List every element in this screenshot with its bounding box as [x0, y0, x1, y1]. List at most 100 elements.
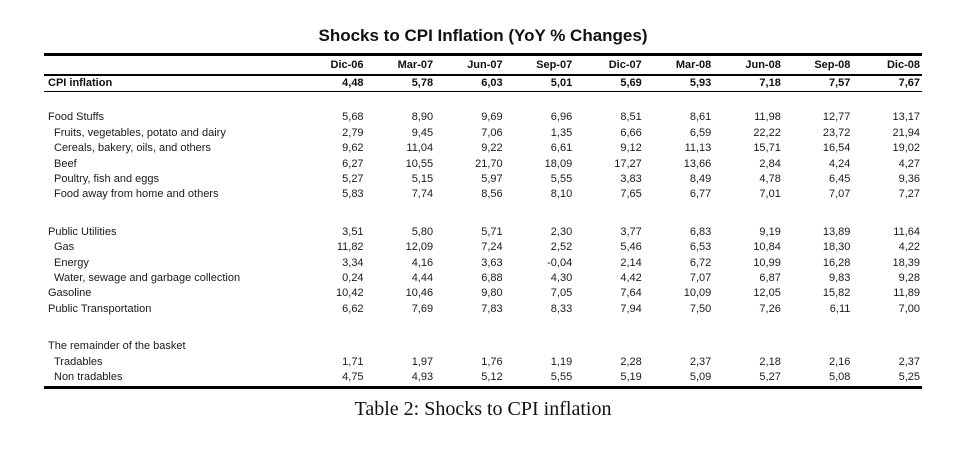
- cell-value: 16,28: [822, 256, 851, 269]
- row-label: Gas: [54, 241, 75, 254]
- cell-value: 10,46: [405, 287, 434, 300]
- corner-cell: [44, 55, 296, 76]
- cell-value: 18,30: [822, 241, 851, 254]
- cell-value: 9,22: [481, 142, 503, 155]
- cell-value: 9,28: [898, 272, 920, 285]
- cell-value: 4,16: [411, 256, 434, 269]
- cell-value: 2,79: [342, 126, 364, 139]
- table-row: Non tradables 4,75 4,93 5,12 5,55 5,19 5,09 5,2…: [44, 370, 922, 387]
- table-title: Shocks to CPI Inflation (YoY % Changes): [318, 26, 648, 45]
- cell-value: 8,33: [550, 302, 573, 315]
- cell-value: 6,27: [342, 157, 364, 170]
- cell-value: 4,48: [342, 77, 364, 89]
- row-label: Poultry, fish and eggs: [54, 173, 159, 186]
- row-label: Gasoline: [48, 287, 92, 300]
- row-label: The remainder of the basket: [48, 340, 186, 353]
- section-spacer: [44, 92, 922, 111]
- cell-value: 6,96: [550, 111, 573, 124]
- cell-value: 5,97: [481, 173, 503, 186]
- row-label: Beef: [54, 157, 77, 170]
- cell-value: 7,06: [481, 126, 503, 139]
- header-row: Dic-06 Mar-07 Jun-07 Sep-07 Dic-07 Mar-08 Jun-…: [44, 55, 922, 76]
- cell-value: 5,15: [411, 173, 434, 186]
- table-row: Energy 3,34 4,16 3,63 -0,04 2,14 6,72 10,99 16,2…: [44, 256, 922, 271]
- cell-value: 4,22: [898, 241, 920, 254]
- cell-value: 8,61: [689, 111, 712, 124]
- cell-value: 9,80: [481, 287, 503, 300]
- row-label: CPI inflation: [48, 77, 113, 89]
- cell-value: 6,62: [342, 302, 364, 315]
- cell-value: 21,94: [892, 126, 920, 139]
- cell-value: 2,16: [828, 355, 851, 368]
- cell-value: 7,57: [828, 77, 851, 89]
- cell-value: 9,12: [620, 142, 642, 155]
- row-label: Tradables: [54, 355, 103, 368]
- cell-value: 4,78: [759, 173, 781, 186]
- cell-value: 7,50: [689, 302, 712, 315]
- table-row: Tradables 1,71 1,97 1,76 1,19 2,28 2,37 2,18 2,1…: [44, 355, 922, 370]
- cell-value: 10,84: [753, 241, 781, 254]
- cell-value: 5,68: [342, 111, 364, 124]
- cell-value: 6,77: [689, 188, 712, 201]
- cell-value: 13,66: [683, 157, 712, 170]
- cell-value: 7,69: [411, 302, 434, 315]
- cell-value: 7,07: [828, 188, 851, 201]
- cell-value: 1,71: [342, 355, 364, 368]
- table-row: The remainder of the basket: [44, 339, 922, 354]
- cell-value: 10,99: [753, 256, 781, 269]
- cell-value: 4,24: [828, 157, 851, 170]
- cell-value: 6,11: [829, 302, 851, 315]
- cell-value: 10,55: [405, 157, 434, 170]
- cell-value: 6,87: [759, 272, 781, 285]
- cell-value: 3,34: [342, 256, 364, 269]
- cell-value: 5,27: [342, 173, 364, 186]
- cell-value: 3,51: [342, 225, 364, 238]
- cell-value: 16,54: [822, 142, 851, 155]
- table-row: Food Stuffs 5,68 8,90 9,69 6,96 8,51 8,61 11,98…: [44, 110, 922, 125]
- table-row: Public Utilities 3,51 5,80 5,71 2,30 3,77 6,83…: [44, 225, 922, 240]
- cell-value: 7,67: [898, 77, 920, 89]
- cell-value: [713, 339, 783, 354]
- cell-value: [366, 339, 436, 354]
- cell-value: 5,08: [828, 371, 851, 384]
- cell-value: 2,30: [550, 225, 573, 238]
- cell-value: 2,37: [898, 355, 920, 368]
- table-row: Beef 6,27 10,55 21,70 18,09 17,27 13,66 2,84 4,2…: [44, 157, 922, 172]
- column-header: Dic-08: [886, 59, 920, 71]
- cell-value: 12,77: [822, 111, 851, 124]
- cell-value: 7,24: [481, 241, 503, 254]
- cell-value: 4,93: [411, 371, 434, 384]
- cell-value: 5,93: [689, 77, 712, 89]
- cell-value: 8,51: [620, 111, 642, 124]
- cell-value: 10,42: [336, 287, 364, 300]
- cell-value: 5,55: [550, 371, 573, 384]
- cell-value: 8,10: [550, 188, 573, 201]
- cell-value: 13,89: [822, 225, 851, 238]
- cell-value: 4,30: [550, 272, 573, 285]
- cell-value: 5,01: [550, 77, 573, 89]
- cell-value: 9,62: [342, 142, 364, 155]
- cell-value: 17,27: [614, 157, 642, 170]
- cell-value: 3,63: [481, 256, 503, 269]
- cell-value: 7,65: [620, 188, 642, 201]
- cell-value: 2,18: [759, 355, 781, 368]
- cell-value: 18,09: [544, 157, 573, 170]
- cell-value: 11,89: [893, 287, 920, 300]
- cell-value: 11,13: [684, 142, 712, 155]
- cell-value: 7,05: [550, 287, 573, 300]
- row-label: Water, sewage and garbage collection: [54, 272, 241, 285]
- cell-value: 5,27: [759, 371, 781, 384]
- row-label: Food away from home and others: [54, 188, 219, 201]
- cell-value: 2,52: [550, 241, 573, 254]
- column-header: Dic-07: [608, 59, 642, 71]
- cell-value: 7,01: [759, 188, 781, 201]
- cell-value: 18,39: [892, 256, 920, 269]
- cell-value: 2,37: [689, 355, 712, 368]
- cell-value: 2,28: [620, 355, 642, 368]
- table-row: Fruits, vegetables, potato and dairy 2,79…: [44, 126, 922, 141]
- row-label: Food Stuffs: [48, 111, 105, 124]
- cell-value: 6,72: [689, 256, 712, 269]
- cell-value: 5,25: [898, 371, 920, 384]
- cell-value: [296, 339, 366, 354]
